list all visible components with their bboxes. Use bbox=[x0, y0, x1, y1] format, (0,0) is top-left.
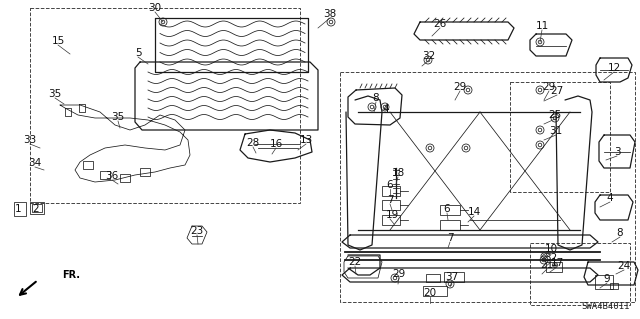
Text: 8: 8 bbox=[617, 228, 623, 238]
Bar bbox=[426, 274, 440, 282]
Bar bbox=[100, 171, 110, 179]
Text: 31: 31 bbox=[549, 126, 563, 136]
Bar bbox=[32, 204, 42, 212]
Text: 32: 32 bbox=[422, 51, 436, 61]
Text: 6: 6 bbox=[387, 180, 394, 190]
Text: 8: 8 bbox=[372, 93, 380, 103]
Bar bbox=[530, 243, 630, 305]
Text: 12: 12 bbox=[607, 63, 621, 73]
Bar bbox=[14, 202, 26, 216]
Text: 27: 27 bbox=[550, 86, 564, 96]
Bar bbox=[30, 8, 300, 203]
Text: 6: 6 bbox=[444, 204, 451, 214]
Bar bbox=[440, 220, 460, 230]
Text: 7: 7 bbox=[447, 233, 453, 243]
Bar bbox=[140, 168, 150, 176]
Bar bbox=[510, 82, 610, 192]
Bar bbox=[382, 186, 400, 196]
Text: 17: 17 bbox=[550, 258, 564, 268]
Text: 38: 38 bbox=[323, 9, 337, 19]
Bar bbox=[440, 205, 460, 215]
Text: 29: 29 bbox=[542, 82, 556, 92]
Text: 36: 36 bbox=[106, 171, 118, 181]
Text: 3: 3 bbox=[614, 147, 620, 157]
Text: 34: 34 bbox=[28, 158, 42, 168]
Text: 23: 23 bbox=[190, 226, 204, 236]
Text: 33: 33 bbox=[24, 135, 36, 145]
Text: SWA4B4011: SWA4B4011 bbox=[582, 302, 630, 311]
Text: 26: 26 bbox=[433, 19, 447, 29]
Text: 18: 18 bbox=[392, 168, 404, 178]
Text: 32: 32 bbox=[545, 253, 557, 263]
Bar bbox=[340, 72, 635, 302]
Bar bbox=[382, 200, 400, 210]
Text: 1: 1 bbox=[15, 204, 21, 214]
Bar bbox=[83, 161, 93, 169]
Bar bbox=[546, 262, 562, 272]
Text: 4: 4 bbox=[383, 104, 389, 114]
Text: 19: 19 bbox=[385, 210, 399, 220]
Text: 24: 24 bbox=[618, 261, 630, 271]
Text: 10: 10 bbox=[545, 244, 557, 254]
Text: 35: 35 bbox=[49, 89, 61, 99]
Bar bbox=[382, 215, 400, 225]
Bar bbox=[595, 275, 613, 289]
Text: FR.: FR. bbox=[62, 270, 80, 280]
Text: 5: 5 bbox=[134, 48, 141, 58]
Text: 11: 11 bbox=[536, 21, 548, 31]
Text: 20: 20 bbox=[424, 288, 436, 298]
Text: 30: 30 bbox=[148, 3, 161, 13]
Text: 29: 29 bbox=[453, 82, 467, 92]
Text: 25: 25 bbox=[548, 110, 562, 120]
Text: 37: 37 bbox=[445, 272, 459, 282]
Bar bbox=[610, 283, 618, 289]
Text: 9: 9 bbox=[604, 274, 611, 284]
Text: 35: 35 bbox=[111, 112, 125, 122]
Text: 4: 4 bbox=[607, 193, 613, 203]
Bar bbox=[30, 202, 44, 214]
Bar bbox=[444, 272, 464, 282]
Bar bbox=[120, 174, 130, 182]
Text: 22: 22 bbox=[348, 257, 362, 267]
Text: 16: 16 bbox=[269, 139, 283, 149]
Text: 7: 7 bbox=[387, 195, 394, 205]
Text: 15: 15 bbox=[51, 36, 65, 46]
Text: 14: 14 bbox=[467, 207, 481, 217]
Text: 29: 29 bbox=[392, 269, 406, 279]
Bar bbox=[423, 286, 447, 296]
Text: 21: 21 bbox=[540, 260, 554, 270]
Text: 2: 2 bbox=[33, 204, 39, 214]
Text: 28: 28 bbox=[246, 138, 260, 148]
Text: 13: 13 bbox=[300, 135, 312, 145]
